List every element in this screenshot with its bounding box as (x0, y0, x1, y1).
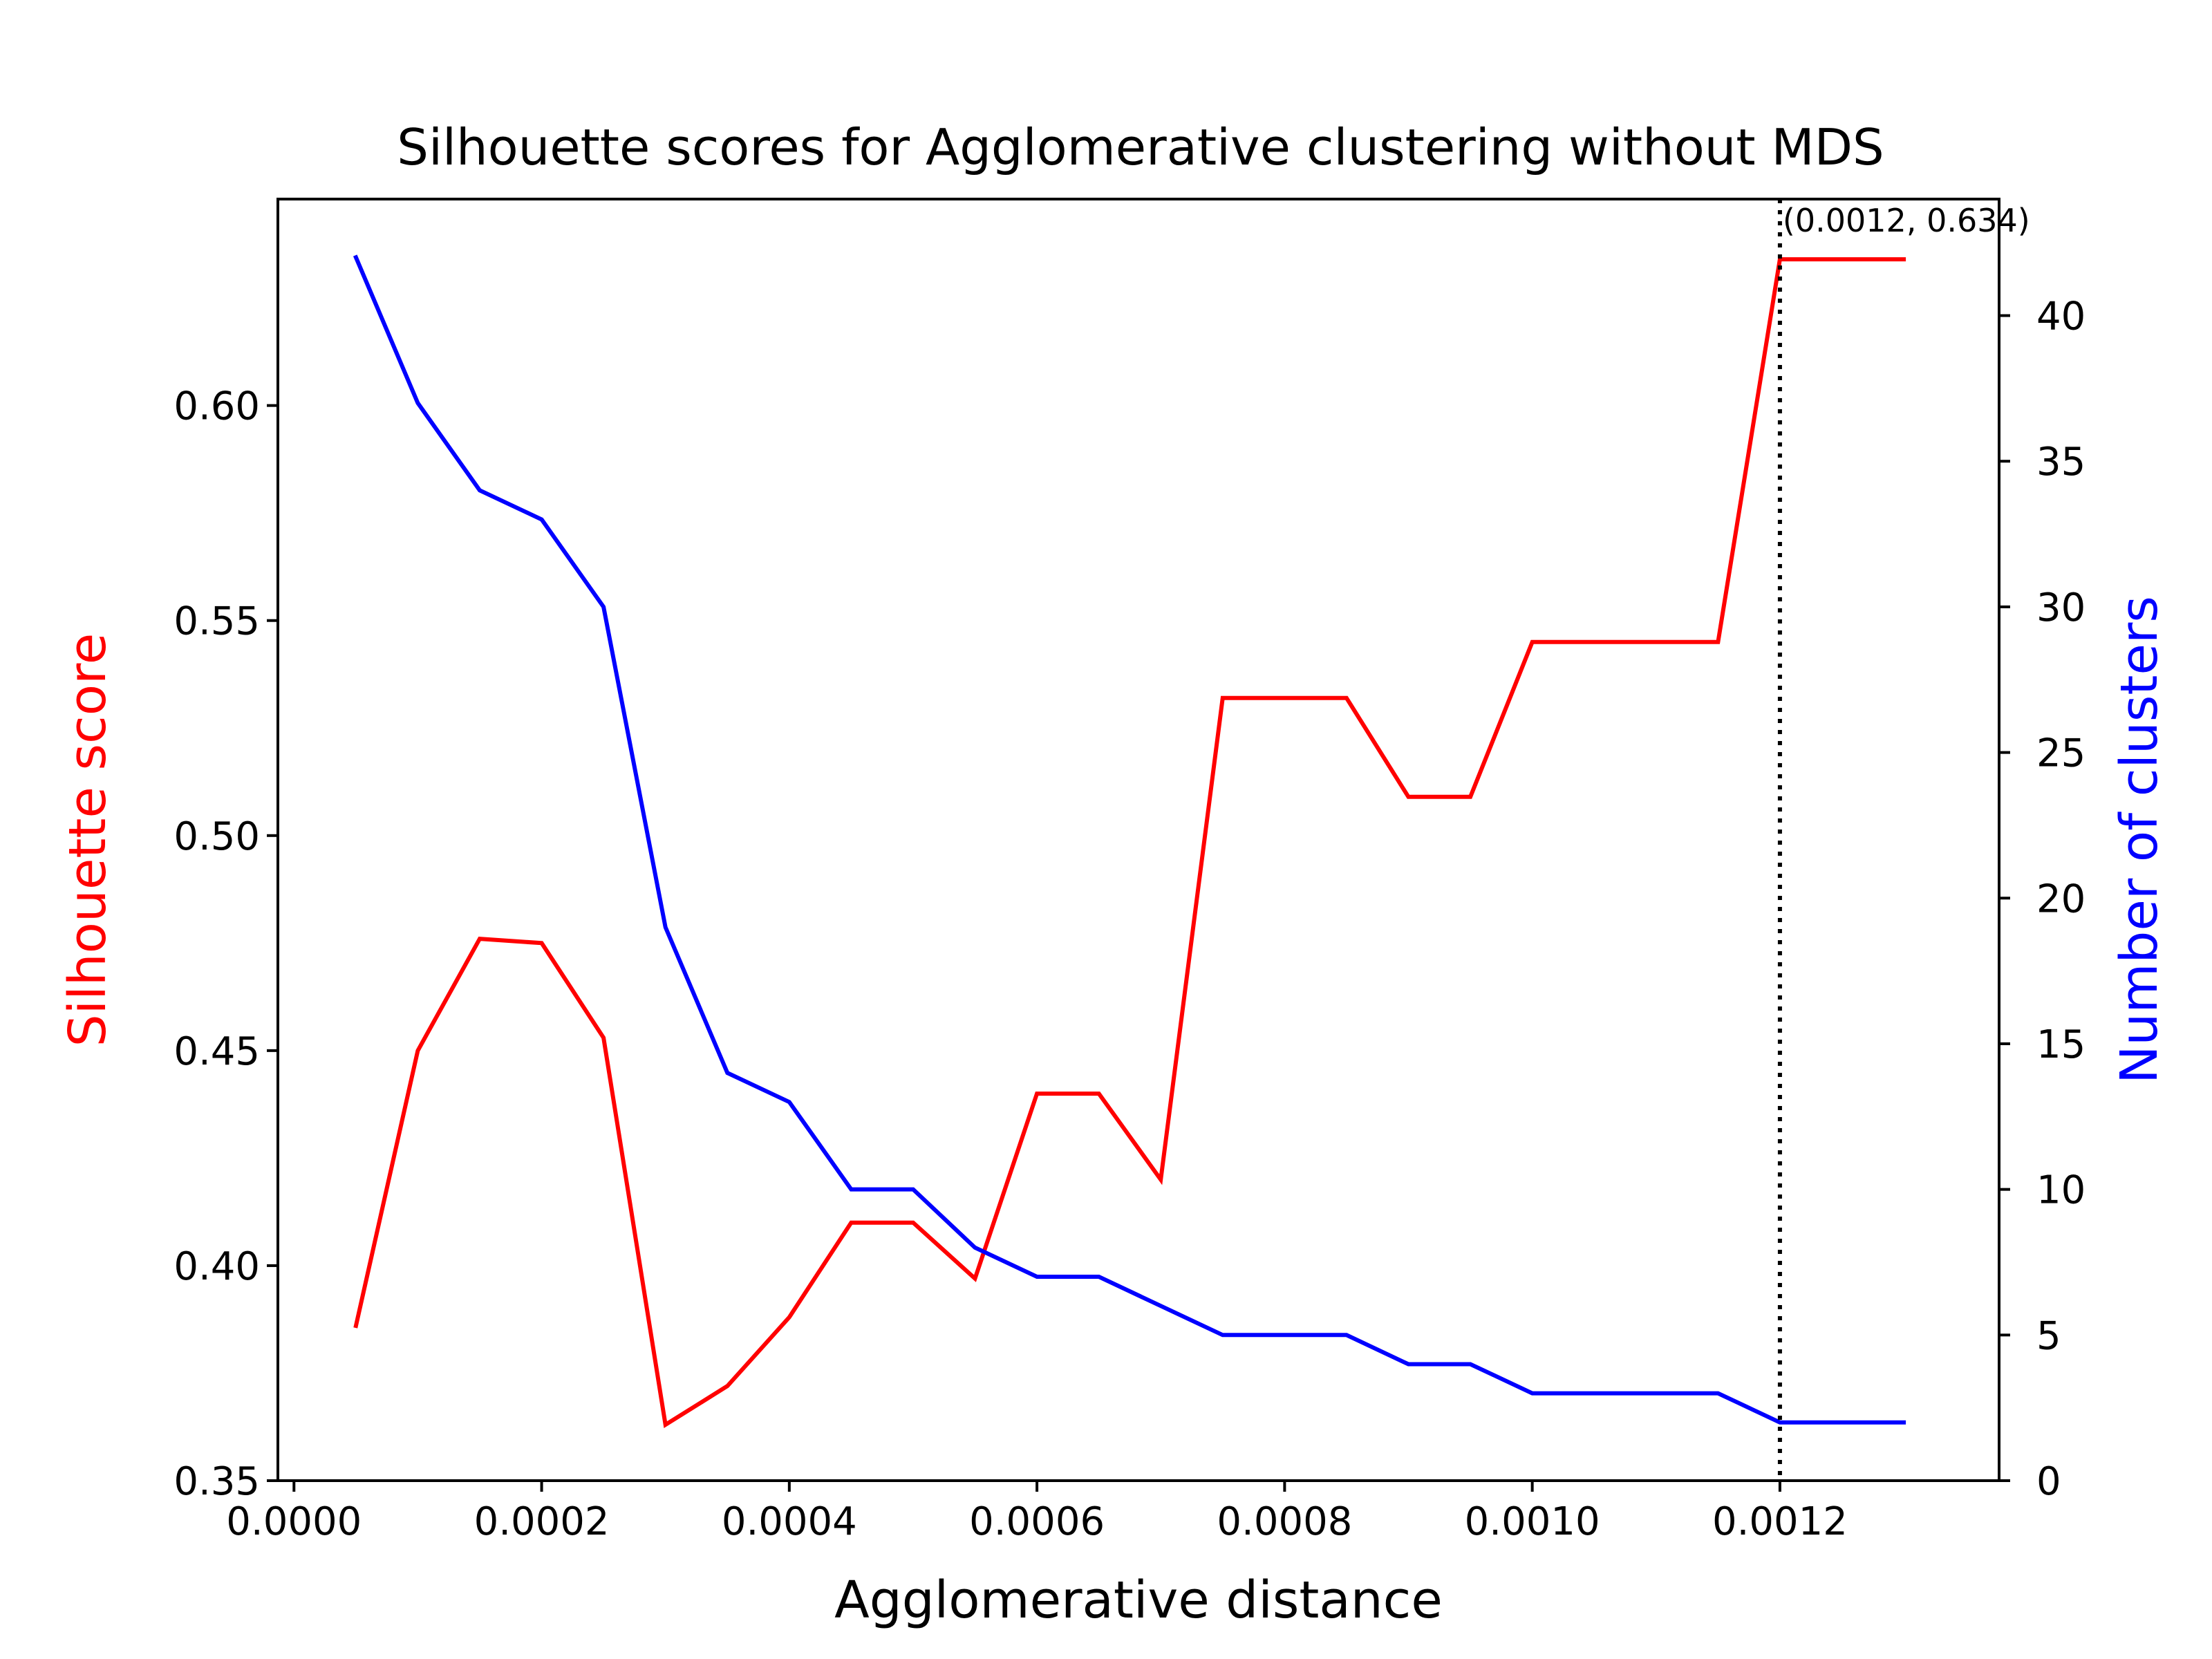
x-tick-label: 0.0008 (1217, 1499, 1352, 1544)
x-tick-label: 0.0000 (226, 1499, 362, 1544)
left-tick-label: 0.40 (174, 1244, 260, 1289)
left-axis-label: Silhouette score (58, 633, 118, 1047)
plot-area (353, 199, 1906, 1481)
right-tick-label: 25 (2036, 731, 2086, 776)
chart-title: Silhouette scores for Agglomerative clus… (397, 118, 1884, 176)
x-tick-label: 0.0002 (474, 1499, 610, 1544)
left-tick-label: 0.55 (174, 599, 260, 644)
optimum-annotation: (0.0012, 0.634) (1783, 202, 2030, 239)
x-axis-ticks: 0.0000 0.0002 0.0004 0.0006 0.0008 0.0010 0.00… (226, 1481, 1848, 1544)
right-tick-label: 10 (2036, 1168, 2086, 1213)
right-tick-label: 40 (2036, 294, 2086, 339)
series-line-clusters (353, 254, 1906, 1425)
right-axis-ticks: 0 5 10 15 20 25 30 35 40 (1999, 294, 2086, 1504)
right-tick-label: 20 (2036, 877, 2086, 921)
left-tick-label: 0.60 (174, 384, 260, 429)
x-tick-label: 0.0006 (969, 1499, 1105, 1544)
series-line-silhouette (353, 257, 1906, 1429)
x-tick-label: 0.0012 (1712, 1499, 1848, 1544)
right-tick-label: 5 (2036, 1313, 2061, 1358)
right-tick-label: 15 (2036, 1022, 2086, 1067)
plot-frame (276, 198, 2000, 1482)
left-tick-label: 0.50 (174, 814, 260, 859)
right-tick-label: 30 (2036, 585, 2086, 630)
left-axis-ticks: 0.35 0.40 0.45 0.50 0.55 0.60 (174, 384, 278, 1504)
right-tick-label: 35 (2036, 440, 2086, 485)
x-axis-label: Agglomerative distance (834, 1571, 1443, 1630)
x-tick-label: 0.0004 (722, 1499, 857, 1544)
x-tick-label: 0.0010 (1465, 1499, 1600, 1544)
left-tick-label: 0.35 (174, 1459, 260, 1504)
right-axis-label: Number of clusters (2110, 596, 2169, 1084)
right-tick-label: 0 (2036, 1459, 2061, 1504)
left-tick-label: 0.45 (174, 1029, 260, 1074)
